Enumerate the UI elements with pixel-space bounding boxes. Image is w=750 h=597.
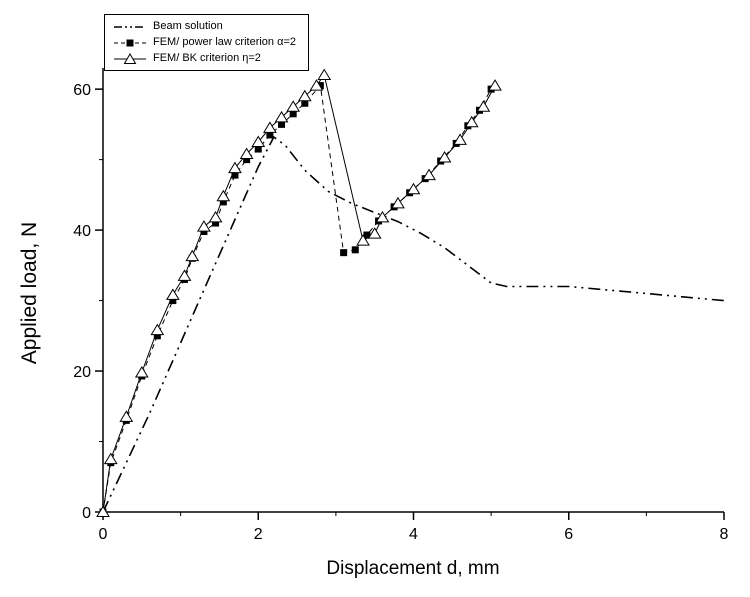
triangle-marker xyxy=(177,269,192,281)
series-line-2 xyxy=(102,73,496,513)
legend-item-bk: FEM/ BK criterion η=2 xyxy=(113,52,296,65)
square-marker xyxy=(278,120,286,128)
square-marker xyxy=(340,249,348,257)
triangle-marker xyxy=(406,182,421,195)
square-marker xyxy=(254,145,262,153)
triangle-marker xyxy=(103,452,118,465)
y-tick-label: 0 xyxy=(82,505,91,522)
x-tick-label: 2 xyxy=(254,526,263,543)
y-axis-title: Applied load, N xyxy=(18,221,41,365)
bk-marker-icon xyxy=(114,52,146,64)
triangle-marker xyxy=(96,505,110,517)
triangle-marker xyxy=(317,68,332,81)
legend-label-bk: FEM/ BK criterion η=2 xyxy=(153,52,261,64)
square-marker xyxy=(231,171,239,179)
series-line-1 xyxy=(102,84,492,513)
triangle-marker xyxy=(251,135,266,147)
legend-label-power-law: FEM/ power law criterion α=2 xyxy=(153,36,296,48)
y-tick-label: 40 xyxy=(73,223,91,240)
square-marker xyxy=(243,156,251,164)
triangle-marker xyxy=(286,100,301,112)
legend-label-beam: Beam solution xyxy=(153,20,223,32)
x-tick-label: 0 xyxy=(99,526,108,543)
x-tick-label: 6 xyxy=(564,526,573,543)
triangle-marker xyxy=(216,189,231,202)
triangle-marker xyxy=(274,110,289,123)
triangle-marker xyxy=(134,365,149,378)
triangle-marker xyxy=(476,100,491,112)
triangle-marker xyxy=(375,210,390,223)
triangle-marker xyxy=(488,79,502,91)
x-tick-label: 4 xyxy=(409,526,418,543)
power-law-marker-icon xyxy=(114,39,146,46)
legend-item-power-law: FEM/ power law criterion α=2 xyxy=(113,36,296,49)
triangle-marker xyxy=(309,79,324,91)
series-line-0 xyxy=(102,135,725,513)
square-marker xyxy=(212,219,220,227)
triangle-marker xyxy=(228,161,242,174)
triangle-marker xyxy=(356,234,370,246)
square-marker xyxy=(363,231,371,239)
triangle-marker xyxy=(422,168,436,181)
triangle-marker xyxy=(391,196,405,209)
y-tick-label: 20 xyxy=(73,364,91,381)
beam-line-sample-icon xyxy=(114,25,146,28)
x-axis-title: Displacement d, mm xyxy=(326,558,500,579)
square-marker xyxy=(153,332,161,340)
triangle-marker xyxy=(197,220,211,232)
square-marker xyxy=(169,297,177,305)
square-marker xyxy=(301,99,309,107)
legend-item-beam: Beam solution xyxy=(113,20,296,33)
triangle-marker xyxy=(464,115,479,128)
triangle-marker xyxy=(119,410,134,422)
square-marker xyxy=(289,110,297,118)
triangle-marker xyxy=(185,249,200,262)
x-tick-label: 8 xyxy=(720,526,729,543)
square-marker xyxy=(351,246,359,254)
triangle-marker xyxy=(239,147,254,159)
triangle-marker xyxy=(297,89,312,102)
triangle-marker xyxy=(453,133,467,145)
legend: Beam solution FEM/ power law criterion α… xyxy=(104,14,309,71)
square-marker xyxy=(219,198,227,206)
triangle-marker xyxy=(150,323,165,336)
triangle-marker xyxy=(165,288,180,300)
triangle-marker xyxy=(208,210,223,223)
y-tick-label: 60 xyxy=(73,82,91,99)
triangle-marker xyxy=(367,227,382,239)
triangle-marker xyxy=(437,151,452,163)
triangle-marker xyxy=(263,121,277,133)
square-marker xyxy=(266,131,274,139)
